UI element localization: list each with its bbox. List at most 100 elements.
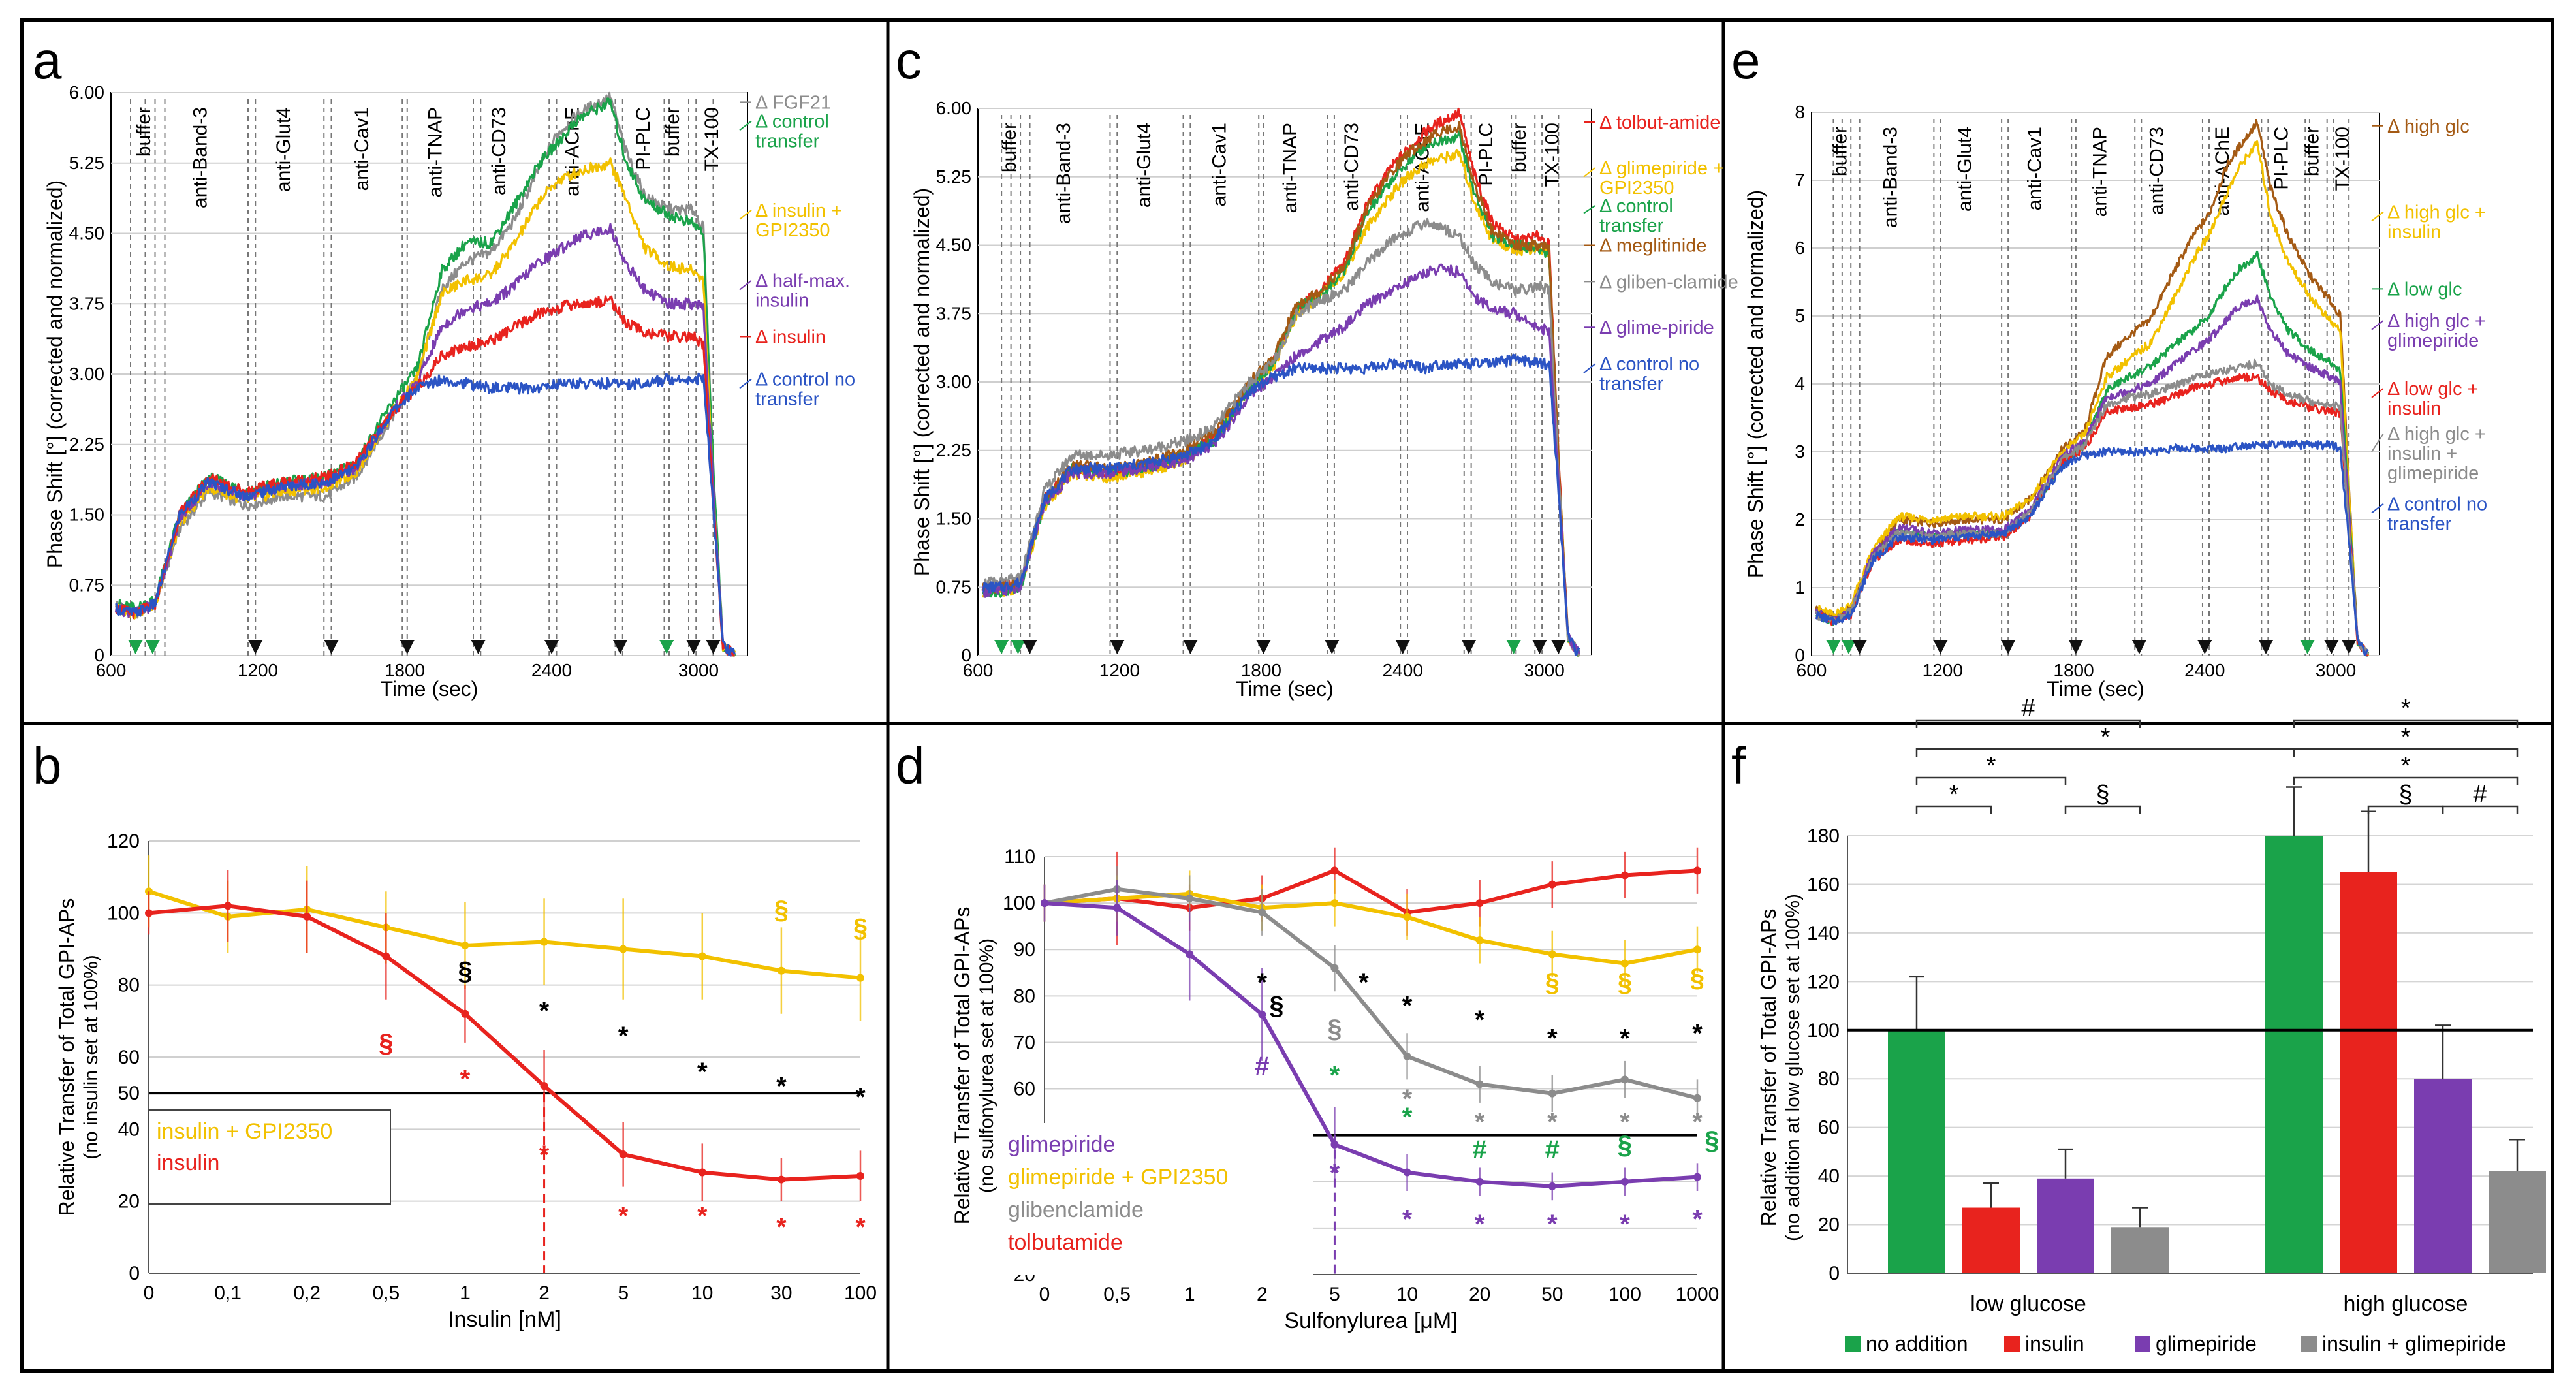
panel-d-chart: 203040506070809010011000,512510205010010… (950, 846, 1719, 1333)
legend-label: Δ low glc + (2387, 379, 2478, 400)
event-label: PI-PLC (1475, 123, 1497, 186)
significance-bracket (1915, 719, 2141, 728)
y-tick-label: 6.00 (936, 98, 972, 118)
event-arrow-marker (613, 640, 627, 654)
legend-label: transfer (755, 131, 820, 151)
series-line (1815, 439, 2369, 656)
y-tick-label: 140 (1807, 923, 1840, 944)
event-label: anti-Glut4 (1954, 127, 1975, 212)
significance-marker: * (2101, 723, 2111, 751)
data-point (303, 912, 311, 921)
x-category-label: low glucose (1970, 1292, 2086, 1316)
x-tick-label: 3000 (678, 660, 719, 680)
significance-marker: * (2401, 695, 2411, 722)
significance-marker: § (1690, 964, 1704, 992)
y-axis-label: Phase Shift [°] (corrected and normalize… (43, 180, 67, 568)
significance-marker: # (2473, 781, 2487, 808)
significance-marker: # (1545, 1135, 1560, 1164)
significance-marker: * (618, 1202, 629, 1231)
significance-bracket (2064, 805, 2141, 814)
legend-bracket (739, 279, 752, 291)
significance-marker: * (1257, 968, 1268, 997)
legend-label: Δ tolbut-amide (1599, 112, 1720, 133)
data-point (698, 952, 706, 960)
significance-marker: # (2021, 695, 2035, 722)
bar (2111, 1227, 2169, 1273)
legend-bracket (2371, 503, 2384, 514)
event-arrow-marker (1462, 640, 1476, 654)
legend-bracket (739, 120, 752, 131)
significance-marker: * (1949, 781, 1959, 808)
y-axis-label: Relative Transfer of Total GPI-APs (950, 907, 974, 1225)
significance-marker: § (1327, 1015, 1342, 1043)
x-axis-label: Time (sec) (381, 677, 479, 701)
series-line (1044, 868, 1698, 915)
y-tick-label: 70 (1014, 1032, 1035, 1053)
panel-f-chart: 0 20 40 60 80 100 120 140 160 180 low glucose high … (1757, 695, 2546, 1356)
event-label: anti-Band-3 (1053, 123, 1075, 224)
y-tick-label: 40 (118, 1118, 140, 1140)
legend-label: Δ low glc (2387, 279, 2462, 300)
y-tick-label: 1.50 (936, 509, 972, 529)
x-tick-label: 1200 (1099, 660, 1140, 680)
y-tick-label: 3.75 (69, 293, 105, 313)
event-label: anti-Band-3 (1880, 127, 1902, 228)
panel-a-chart: 0 0.75 1.50 2.25 3.00 3.75 4.50 5.25 6.00 600 1200… (43, 82, 855, 701)
data-point (1548, 1089, 1556, 1098)
series-line (982, 217, 1580, 656)
data-point (1693, 1094, 1701, 1102)
y-tick-label: 4 (1795, 373, 1805, 394)
y-tick-label: 110 (1004, 846, 1035, 868)
significance-marker: * (1402, 1205, 1413, 1234)
bar (2340, 872, 2397, 1273)
event-label: anti-Cav1 (351, 107, 373, 191)
event-label: PI-PLC (2270, 127, 2292, 190)
x-tick-label: 1000 (1676, 1284, 1720, 1305)
x-tick-label: 100 (844, 1282, 877, 1304)
legend-label: glimepiride (1008, 1132, 1115, 1157)
significance-bracket (1915, 805, 1992, 814)
legend-swatch (2135, 1336, 2150, 1352)
y-tick-label: 6 (1795, 238, 1805, 258)
data-point (1475, 899, 1484, 908)
legend-label: Δ control (1599, 196, 1673, 217)
legend-label: transfer (1599, 215, 1664, 236)
x-tick-label: 50 (1541, 1284, 1563, 1305)
panel-b-chart: 0 20 40 50 60 80 100 120 0 0,1 0,2 0,5 1 2 5 10 30 100 § § *… (55, 831, 877, 1332)
y-axis-label: Phase Shift [°] (corrected and normalize… (910, 188, 934, 576)
significance-marker: § (1704, 1126, 1719, 1155)
significance-marker: * (1330, 1159, 1340, 1188)
data-point (1620, 1075, 1629, 1084)
y-tick-label: 8 (1795, 102, 1805, 122)
legend-label: Δ glime-piride (1599, 317, 1714, 338)
significance-marker: § (1618, 968, 1632, 997)
series-line (1815, 358, 2370, 655)
legend-label: glimepiride (2387, 330, 2479, 351)
significance-marker: § (853, 913, 868, 942)
data-point (1403, 913, 1411, 921)
x-tick-label: 10 (1396, 1284, 1418, 1305)
x-tick-label: 2400 (1383, 660, 1423, 680)
y-axis-sublabel: (no addition at low glucose set at 100%) (1782, 894, 1804, 1241)
legend-label: Δ half-max. (755, 271, 850, 292)
x-tick-label: 0,5 (1103, 1284, 1131, 1305)
legend-swatch (2301, 1336, 2317, 1352)
event-label: buffer (999, 123, 1020, 172)
significance-marker: * (1402, 1103, 1413, 1132)
legend-bracket (2371, 433, 2384, 452)
data-point (145, 909, 153, 917)
significance-marker: * (776, 1213, 787, 1241)
significance-bracket (2293, 776, 2519, 785)
y-axis-label: Relative Transfer of Total GPI-APs (1757, 909, 1780, 1227)
event-label: anti-TNAP (2090, 127, 2111, 217)
y-tick-label: 0 (1829, 1263, 1840, 1284)
data-point (1693, 1173, 1701, 1181)
event-label: buffer (1830, 127, 1851, 176)
event-arrow-marker (1395, 640, 1410, 654)
x-axis-label: Time (sec) (1236, 677, 1334, 701)
event-label: buffer (662, 107, 683, 157)
event-label: anti-Cav1 (1209, 123, 1231, 206)
significance-marker: § (1269, 992, 1283, 1021)
event-label: TX-100 (1541, 123, 1563, 187)
y-tick-label: 80 (1818, 1068, 1840, 1090)
